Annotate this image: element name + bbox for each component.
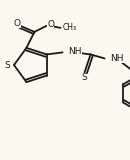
- Text: S: S: [4, 60, 10, 69]
- Text: NH: NH: [110, 54, 124, 63]
- Text: NH: NH: [69, 47, 82, 56]
- Text: CH₃: CH₃: [62, 23, 77, 32]
- Text: S: S: [82, 73, 87, 82]
- Text: O: O: [47, 20, 54, 29]
- Text: O: O: [14, 19, 21, 28]
